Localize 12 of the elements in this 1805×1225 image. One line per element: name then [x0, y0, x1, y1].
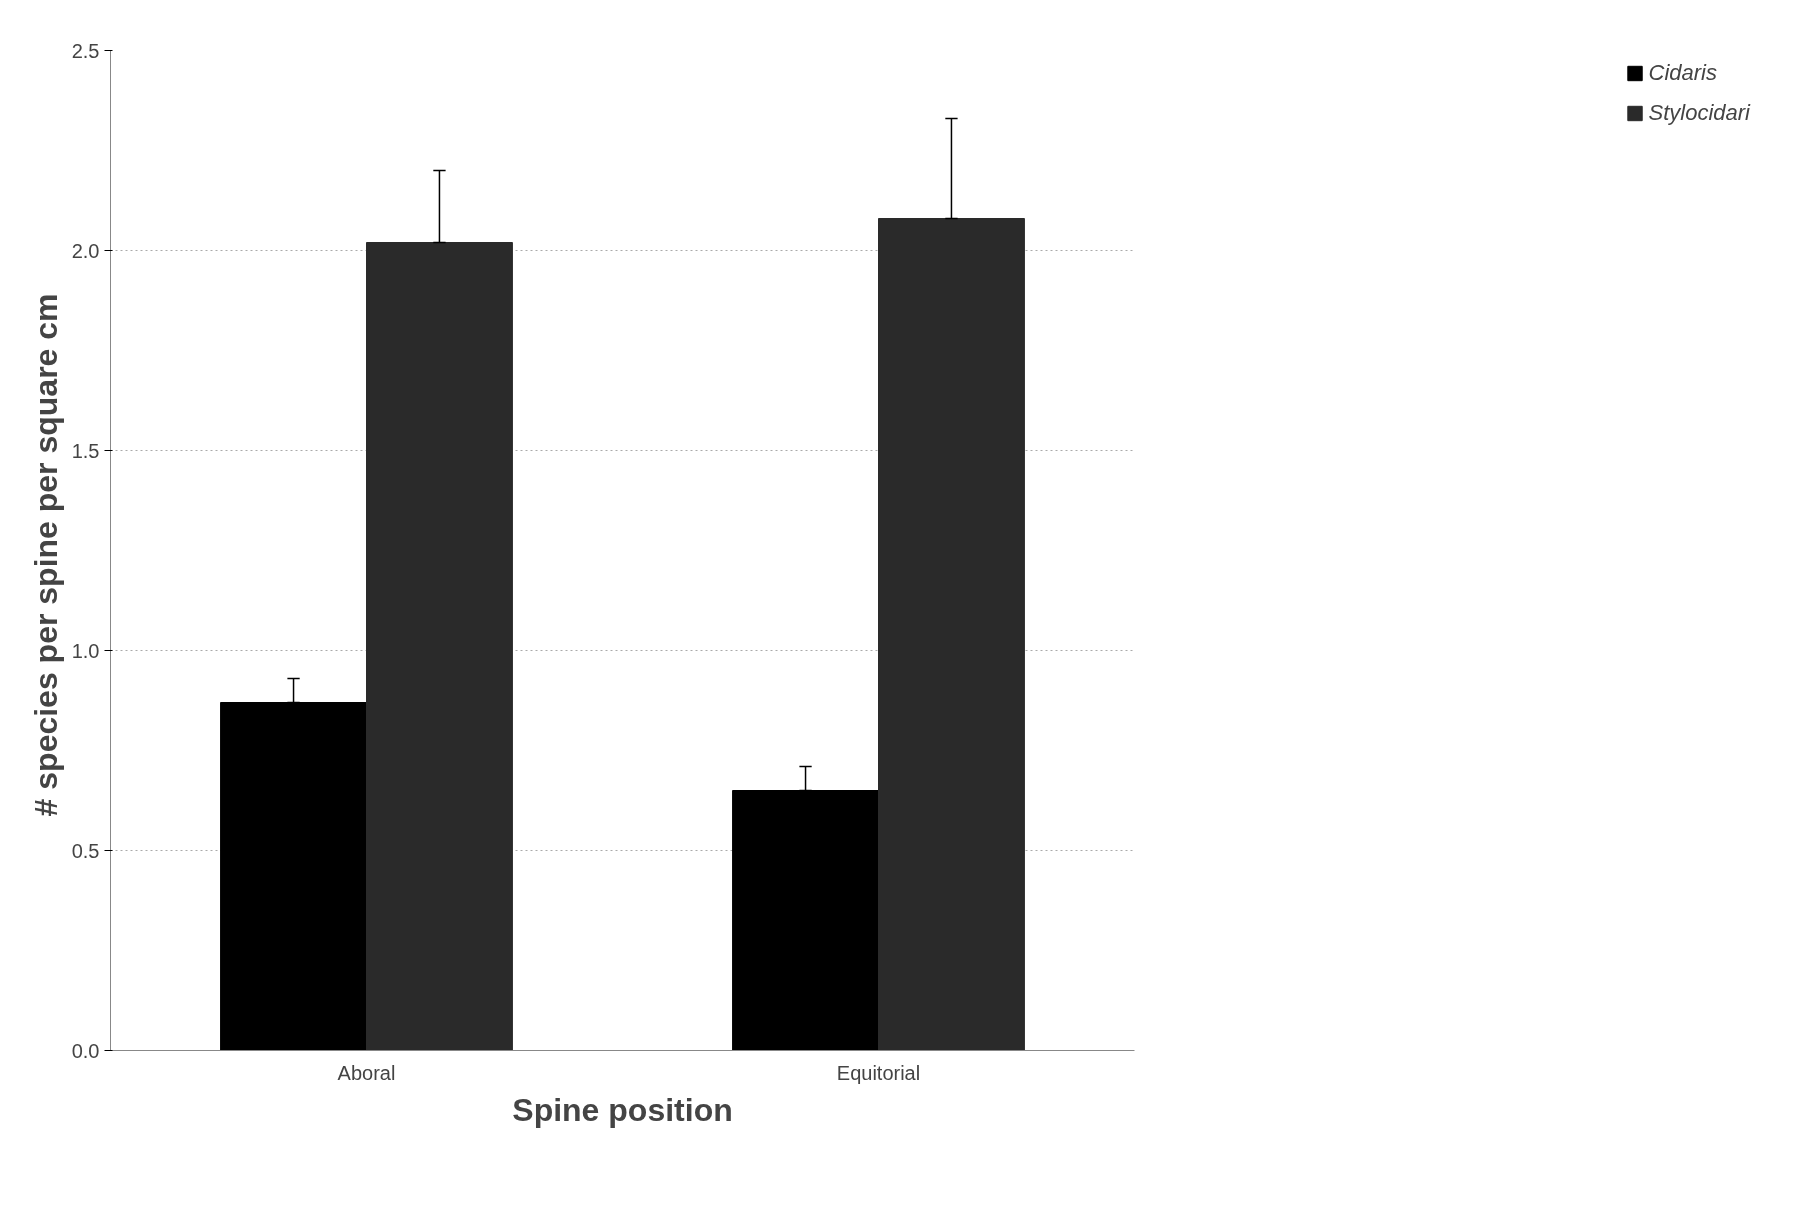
- y-tick-label: 2.5: [71, 39, 100, 62]
- x-axis-title: Spine position: [512, 1091, 733, 1128]
- y-tick-label: 1.0: [71, 639, 100, 662]
- y-tick-label: 0.0: [71, 1039, 100, 1062]
- y-tick-label: 1.5: [71, 439, 100, 462]
- legend-label: Stylocidari: [1648, 100, 1750, 126]
- x-tick-label: Aboral: [337, 1061, 396, 1084]
- x-tick-label: Equitorial: [836, 1061, 921, 1084]
- y-tick-label: 0.5: [71, 839, 100, 862]
- y-tick-label: 2.0: [71, 239, 100, 262]
- legend-label: Cidaris: [1648, 60, 1717, 86]
- y-axis-title: # species per spine per square cm: [27, 293, 64, 817]
